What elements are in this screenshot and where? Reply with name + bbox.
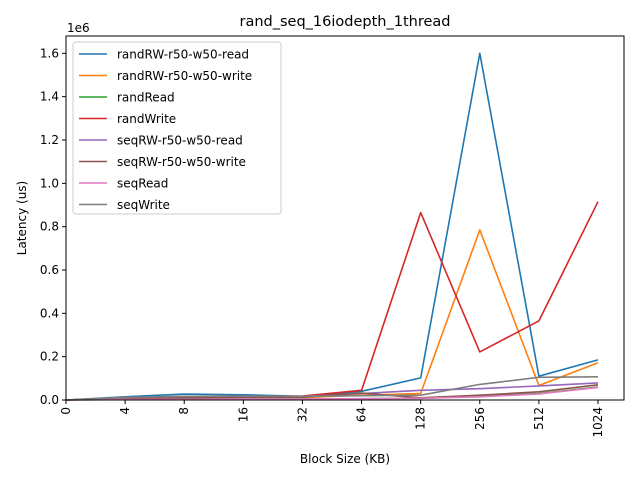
y-offset-label: 1e6	[67, 21, 90, 35]
x-tick-label: 0	[59, 407, 73, 415]
y-tick-label: 0.4	[40, 306, 59, 320]
y-tick-label: 1.4	[40, 90, 59, 104]
y-tick-label: 1.6	[40, 46, 59, 60]
legend-label: randRW-r50-w50-read	[117, 48, 249, 62]
x-axis-label: Block Size (KB)	[300, 452, 390, 466]
chart-title: rand_seq_16iodepth_1thread	[240, 14, 451, 30]
y-tick-label: 0.8	[40, 220, 59, 234]
x-tick-label: 512	[532, 407, 546, 430]
y-tick-label: 1.0	[40, 176, 59, 190]
plot-frame	[65, 35, 625, 401]
series-line-randRW-r50-w50-write	[65, 229, 599, 401]
x-tick-label: 4	[118, 407, 132, 415]
x-tick-label: 8	[177, 407, 191, 415]
y-tick-label: 0.0	[40, 393, 59, 407]
legend-label: randWrite	[117, 112, 176, 126]
y-tick-label: 0.6	[40, 263, 59, 277]
series-line-seqWrite	[65, 376, 599, 401]
legend-label: seqRW-r50-w50-write	[117, 155, 246, 169]
y-tick-label: 1.2	[40, 133, 59, 147]
legend: randRW-r50-w50-read randRW-r50-w50-write r…	[72, 41, 282, 215]
legend-label: seqRW-r50-w50-read	[117, 134, 243, 148]
y-axis-ticks: 0.0 0.2 0.4 0.6 0.8 1.0 1.2 1.4 1.6	[40, 46, 66, 407]
series-line-randWrite	[65, 201, 599, 401]
legend-label: randRead	[117, 91, 175, 105]
legend-label: randRW-r50-w50-write	[117, 69, 252, 83]
x-tick-label: 256	[473, 407, 487, 430]
x-tick-label: 128	[414, 407, 428, 430]
x-tick-label: 16	[236, 407, 250, 422]
x-tick-label: 32	[295, 407, 309, 422]
legend-label: seqRead	[117, 177, 168, 191]
x-tick-label: 1024	[591, 407, 605, 438]
legend-label: seqWrite	[117, 198, 170, 212]
y-axis-label: Latency (us)	[15, 181, 29, 255]
series-line-seqRW-r50-w50-write	[65, 384, 599, 401]
y-tick-label: 0.2	[40, 350, 59, 364]
legend-box	[72, 41, 282, 215]
x-axis-ticks: 0 4 8 16 32 64 128 256 512 1024	[59, 400, 605, 438]
x-tick-label: 64	[355, 407, 369, 422]
